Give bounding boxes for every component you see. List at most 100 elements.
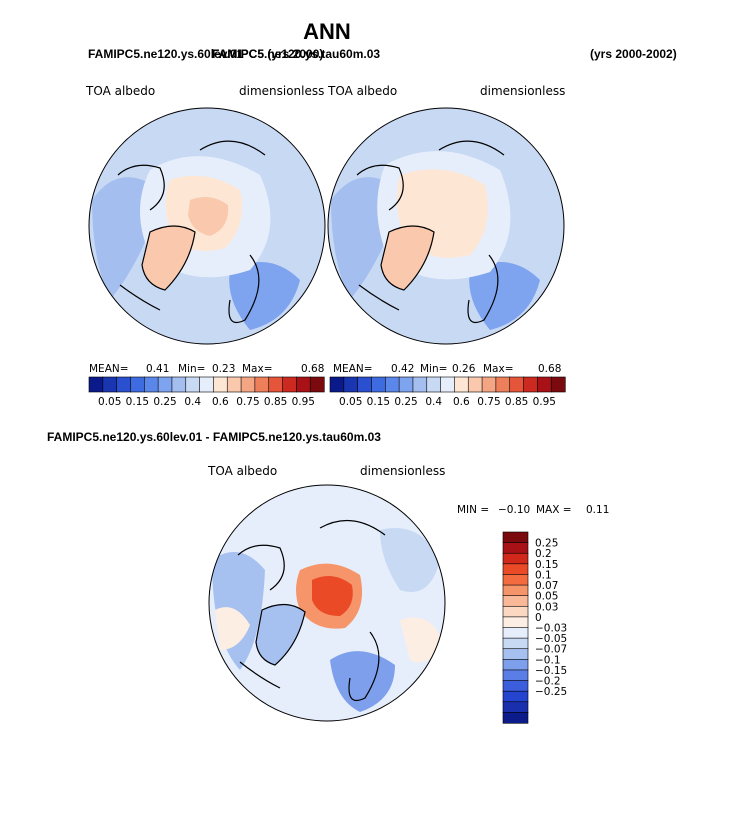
main-title: ANN — [303, 19, 351, 44]
colorbar-model2-tick-label-0: 0.05 — [339, 396, 362, 408]
colorbar-model2-swatch-13 — [509, 376, 525, 393]
colorbar-model2-swatch-5 — [398, 376, 414, 393]
map2-ocean-dark-region-2 — [469, 262, 540, 330]
colorbar-model2-swatch-6 — [412, 376, 428, 393]
panel2-max-label: Max= — [483, 363, 514, 375]
diff-coastline — [237, 519, 386, 702]
colorbar-model2-swatch-2 — [357, 376, 373, 393]
panel2-mean-label: MEAN= — [333, 363, 373, 375]
diff-greenland — [255, 603, 306, 666]
colorbar-model1-swatch-1 — [102, 376, 118, 393]
colorbar-model1-swatch-7 — [185, 376, 201, 393]
colorbar-model2-swatch-14 — [523, 376, 538, 393]
panel2-mean-value: 0.42 — [391, 363, 414, 375]
colorbar-diff-swatch-17 — [502, 712, 529, 724]
colorbar-model1-swatch-8 — [199, 376, 215, 393]
colorbar-model1-swatch-15 — [296, 376, 311, 393]
colorbar-diff-swatch-16 — [502, 701, 529, 713]
colorbar-diff-swatch-9 — [502, 627, 529, 639]
colorbar-diff-swatch-2 — [502, 552, 529, 565]
map2-boundary — [327, 107, 565, 345]
colorbar-diff-tick-label-13: −0.2 — [535, 676, 561, 688]
model1-heading-overlap: FAMIPC5 (yrs 2000) — [212, 47, 323, 61]
diff-hot-core — [312, 576, 353, 616]
colorbar-model2-tick-label-3: 0.4 — [425, 396, 442, 408]
colorbar-model1-swatch-16 — [309, 376, 325, 393]
colorbar-diff-swatch-15 — [502, 690, 529, 703]
colorbar-model2-tick-label-7: 0.95 — [533, 396, 556, 408]
model2-years: (yrs 2000-2002) — [590, 47, 677, 61]
panel2-min-label: Min= — [420, 363, 447, 375]
colorbar-model1-swatch-3 — [130, 376, 145, 393]
diff-units-label: dimensionless — [360, 464, 445, 478]
colorbar-model1-tick-label-6: 0.85 — [264, 396, 287, 408]
colorbar-diff-tick-label-3: 0.1 — [535, 569, 552, 581]
map1-boundary — [88, 107, 326, 345]
panel1-mean-label: MEAN= — [89, 363, 129, 375]
colorbar-diff-swatch-7 — [502, 605, 529, 618]
colorbar-model2-swatch-12 — [495, 376, 511, 393]
colorbar-diff-tick-label-10: −0.07 — [535, 644, 567, 656]
colorbar-model2-tick-label-1: 0.15 — [367, 396, 390, 408]
colorbar-diff-swatch-3 — [502, 563, 529, 576]
panel1-units-label: dimensionless — [239, 84, 324, 98]
colorbar-diff-swatch-0 — [502, 531, 529, 544]
colorbar-model1-swatch-11 — [240, 376, 256, 393]
colorbar-diff-tick-label-14: −0.25 — [535, 686, 567, 698]
panel2-max-value: 0.68 — [538, 363, 561, 375]
colorbar-diff-tick-label-4: 0.07 — [535, 580, 558, 592]
colorbar-model1: 0.05 0.15 0.25 0.4 0.6 0.75 0.85 0.95 — [88, 376, 325, 408]
colorbar-model2-tick-label-2: 0.25 — [394, 396, 417, 408]
map-panel-1 — [88, 107, 326, 345]
colorbar-diff-swatch-8 — [502, 616, 529, 629]
colorbar-model1-swatch-0 — [88, 376, 104, 393]
colorbar-model2-swatch-16 — [550, 376, 566, 393]
panel1-min-value: 0.23 — [212, 363, 235, 375]
model1-heading: FAMIPC5.ne120.ys.60lev.01 — [88, 47, 244, 61]
colorbar-model1-swatch-13 — [268, 376, 284, 393]
diff-min-value: −0.10 — [498, 504, 530, 516]
colorbar-diff-tick-label-5: 0.05 — [535, 591, 558, 603]
colorbar-model2-swatch-4 — [384, 376, 400, 393]
colorbar-model1-tick-label-1: 0.15 — [126, 396, 149, 408]
map2-greenland — [380, 225, 435, 291]
diff-heading: FAMIPC5.ne120.ys.60lev.01 - FAMIPC5.ne12… — [47, 430, 381, 444]
colorbar-model2-tick-label-4: 0.6 — [453, 396, 470, 408]
colorbar-model1-swatch-9 — [213, 376, 228, 393]
colorbar-diff-swatch-5 — [502, 584, 529, 597]
colorbar-model2-swatch-1 — [343, 376, 359, 393]
panel1-min-label: Min= — [178, 363, 205, 375]
panel2-variable-label: TOA albedo — [327, 84, 397, 98]
diff-map-boundary — [208, 484, 446, 722]
colorbar-diff-swatch-13 — [502, 669, 529, 682]
colorbar-model1-swatch-6 — [171, 376, 187, 393]
map2-coastline — [356, 140, 505, 324]
colorbar-diff-swatch-11 — [502, 648, 529, 660]
panel1-mean-value: 0.41 — [146, 363, 169, 375]
diff-min-label: MIN = — [457, 504, 489, 516]
colorbar-model1-swatch-2 — [116, 376, 132, 393]
colorbar-diff-swatch-1 — [502, 542, 529, 554]
colorbar-model1-tick-label-0: 0.05 — [98, 396, 121, 408]
colorbar-diff-tick-label-1: 0.2 — [535, 548, 552, 560]
colorbar-diff-tick-label-8: −0.03 — [535, 623, 567, 635]
colorbar-model2-swatch-10 — [467, 376, 483, 393]
colorbar-model1-tick-label-5: 0.75 — [236, 396, 259, 408]
colorbar-model2-swatch-7 — [426, 376, 442, 393]
colorbar-model1-swatch-12 — [254, 376, 270, 393]
colorbar-model1-swatch-5 — [157, 376, 173, 393]
panel1-max-value: 0.68 — [301, 363, 324, 375]
colorbar-diff-tick-label-7: 0 — [535, 612, 542, 624]
colorbar-diff-tick-label-12: −0.15 — [535, 665, 567, 677]
map1-greenland — [141, 225, 196, 291]
colorbar-model2-swatch-15 — [537, 376, 552, 393]
colorbar-model1-tick-label-7: 0.95 — [292, 396, 315, 408]
colorbar-model2-swatch-3 — [371, 376, 386, 393]
panel1-max-label: Max= — [242, 363, 273, 375]
colorbar-diff-tick-label-9: −0.05 — [535, 633, 567, 645]
colorbar-diff-swatch-10 — [502, 637, 529, 650]
colorbar-diff-swatch-14 — [502, 680, 529, 692]
map-panel-diff — [208, 484, 446, 722]
colorbar-diff-tick-label-11: −0.1 — [535, 654, 561, 666]
